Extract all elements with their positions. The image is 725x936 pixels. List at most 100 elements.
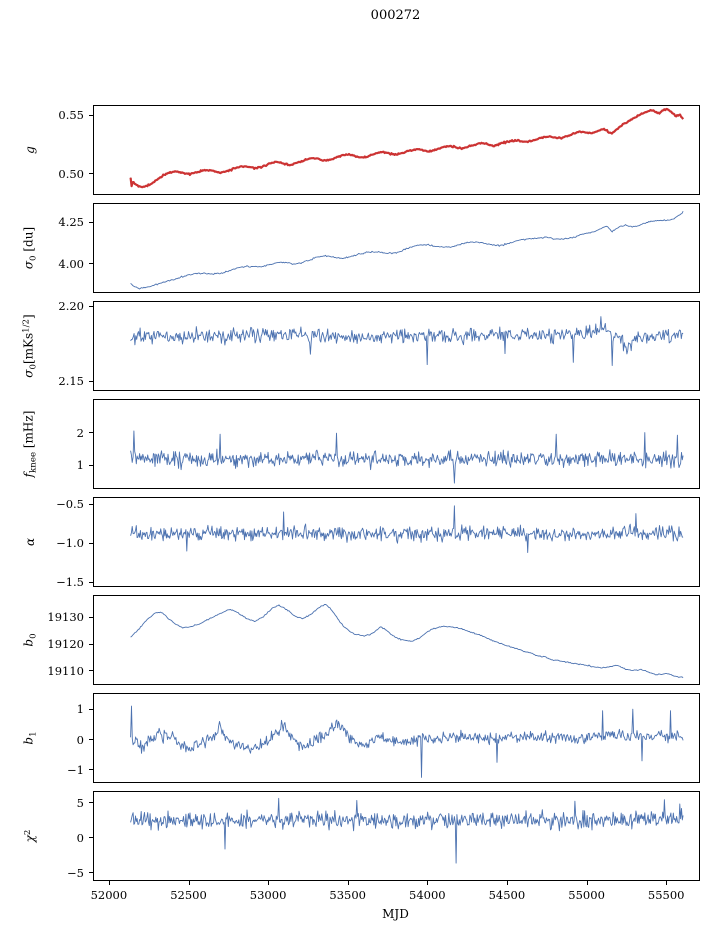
y-tick-mark <box>89 542 93 544</box>
y-tick-mark <box>89 221 93 223</box>
plot-area-alpha <box>93 497 700 587</box>
y-tick-mark <box>89 802 93 804</box>
y-axis-label-sigma0-mks: σ0[mKs1/2] <box>21 314 38 377</box>
series-line-sigma0-du <box>130 210 684 290</box>
series-line-b0 <box>130 603 684 679</box>
y-tick-label: 19130 <box>47 610 84 625</box>
y-tick-mark <box>89 503 93 505</box>
y-axis-label-segment: 0 <box>28 364 39 370</box>
y-tick-label: 0.55 <box>58 108 84 123</box>
series-line-chi2 <box>130 797 684 864</box>
y-tick-label: 1 <box>76 702 84 717</box>
y-tick-label: 2.20 <box>58 299 84 314</box>
plot-area-chi2 <box>93 791 700 881</box>
y-axis-label-segment: [du] <box>21 226 36 256</box>
plot-area-sigma0-du <box>93 203 700 293</box>
x-tick-mark <box>506 881 508 885</box>
y-tick-mark <box>89 670 93 672</box>
y-tick-label: −1 <box>67 762 84 777</box>
y-tick-mark <box>89 263 93 265</box>
x-tick-mark <box>108 881 110 885</box>
y-tick-mark <box>89 464 93 466</box>
panel-chi2: χ2 −5 0 5 <box>0 791 725 881</box>
x-tick-mark <box>188 881 190 885</box>
plot-area-sigma0-mks <box>93 301 700 391</box>
plot-canvas-chi2 <box>130 797 684 864</box>
y-tick-label: 1 <box>76 458 84 473</box>
x-tick-mark <box>586 881 588 885</box>
panel-g: g 0.50 0.55 <box>0 105 725 195</box>
plot-area-f-knee <box>93 399 700 489</box>
plot-canvas-b0 <box>130 603 684 679</box>
y-tick-label: 5 <box>76 795 84 810</box>
y-tick-mark <box>89 581 93 583</box>
plot-area-b1 <box>93 693 700 783</box>
y-axis-label-segment: ] <box>21 314 36 319</box>
x-tick-mark <box>268 881 270 885</box>
y-axis-label-segment: f <box>21 472 36 478</box>
y-tick-mark <box>89 769 93 771</box>
series-line-g <box>129 107 685 189</box>
y-tick-mark <box>89 173 93 175</box>
series-line-sigma0-mks <box>130 316 684 366</box>
panel-b1: b1 −1 0 1 <box>0 693 725 783</box>
y-tick-mark <box>89 739 93 741</box>
y-tick-mark <box>89 708 93 710</box>
y-tick-mark <box>89 643 93 645</box>
y-tick-label: 0 <box>76 732 84 747</box>
x-tick-label: 54500 <box>488 888 526 902</box>
plot-canvas-g <box>129 107 685 189</box>
y-tick-label: 4.00 <box>58 256 84 271</box>
x-tick-mark <box>347 881 349 885</box>
x-tick-mark <box>427 881 429 885</box>
x-tick-label: 52000 <box>90 888 128 902</box>
y-tick-label: 19120 <box>47 637 84 651</box>
plot-canvas-sigma0-du <box>130 210 684 290</box>
panel-f-knee: fknee [mHz] 1 2 <box>0 399 725 489</box>
panel-alpha: α −0.5 −1.0 −1.5 <box>0 497 725 590</box>
y-axis-label-segment: g <box>23 146 37 154</box>
x-axis-label: MJD <box>382 907 409 921</box>
x-tick-label: 55000 <box>568 888 605 902</box>
plot-canvas-sigma0-mks <box>130 316 684 366</box>
x-tick-mark <box>666 881 668 885</box>
y-axis-label-g: g <box>23 146 37 154</box>
y-tick-label: 2 <box>76 425 84 440</box>
plot-canvas-f-knee <box>130 430 684 484</box>
y-tick-label: 4.25 <box>58 215 84 230</box>
y-axis-label-segment: [mKs <box>21 332 36 365</box>
y-tick-mark <box>89 616 93 618</box>
plot-area-g <box>93 105 700 195</box>
chart-title: 000272 <box>370 8 421 23</box>
series-line-alpha <box>130 505 684 553</box>
x-axis: MJD 52000 52500 53000 53500 54000 54500 55000 5… <box>0 881 725 936</box>
y-tick-label: 2.15 <box>58 374 84 389</box>
x-tick-label: 53500 <box>329 888 366 902</box>
y-tick-mark <box>89 114 93 116</box>
y-tick-label: −1.0 <box>56 536 84 551</box>
y-tick-label: 0 <box>76 830 84 845</box>
y-tick-mark <box>89 380 93 382</box>
series-line-g <box>130 108 684 188</box>
y-tick-mark <box>89 872 93 874</box>
panel-b0: b0 19110 19120 19130 <box>0 595 725 685</box>
y-tick-label: −5 <box>67 865 84 880</box>
panel-sigma0-du: σ0 [du] 4.00 4.25 <box>0 203 725 293</box>
plot-area-b0 <box>93 595 700 685</box>
series-line-f-knee <box>130 430 684 484</box>
y-axis-label-segment: 1/2 <box>21 318 32 333</box>
y-tick-label: −0.5 <box>56 497 84 512</box>
series-line-b1 <box>130 705 684 778</box>
y-tick-label: 0.50 <box>58 166 84 181</box>
x-tick-label: 55500 <box>647 888 685 902</box>
plot-canvas-b1 <box>130 705 684 778</box>
panel-sigma0-mks: σ0[mKs1/2] 2.15 2.20 <box>0 299 725 391</box>
y-tick-mark <box>89 432 93 434</box>
x-tick-label: 54000 <box>409 888 446 902</box>
y-tick-mark <box>89 837 93 839</box>
y-tick-mark <box>89 305 93 307</box>
y-tick-label: −1.5 <box>56 575 84 590</box>
x-tick-label: 52500 <box>170 888 207 902</box>
x-tick-label: 53000 <box>249 888 287 902</box>
